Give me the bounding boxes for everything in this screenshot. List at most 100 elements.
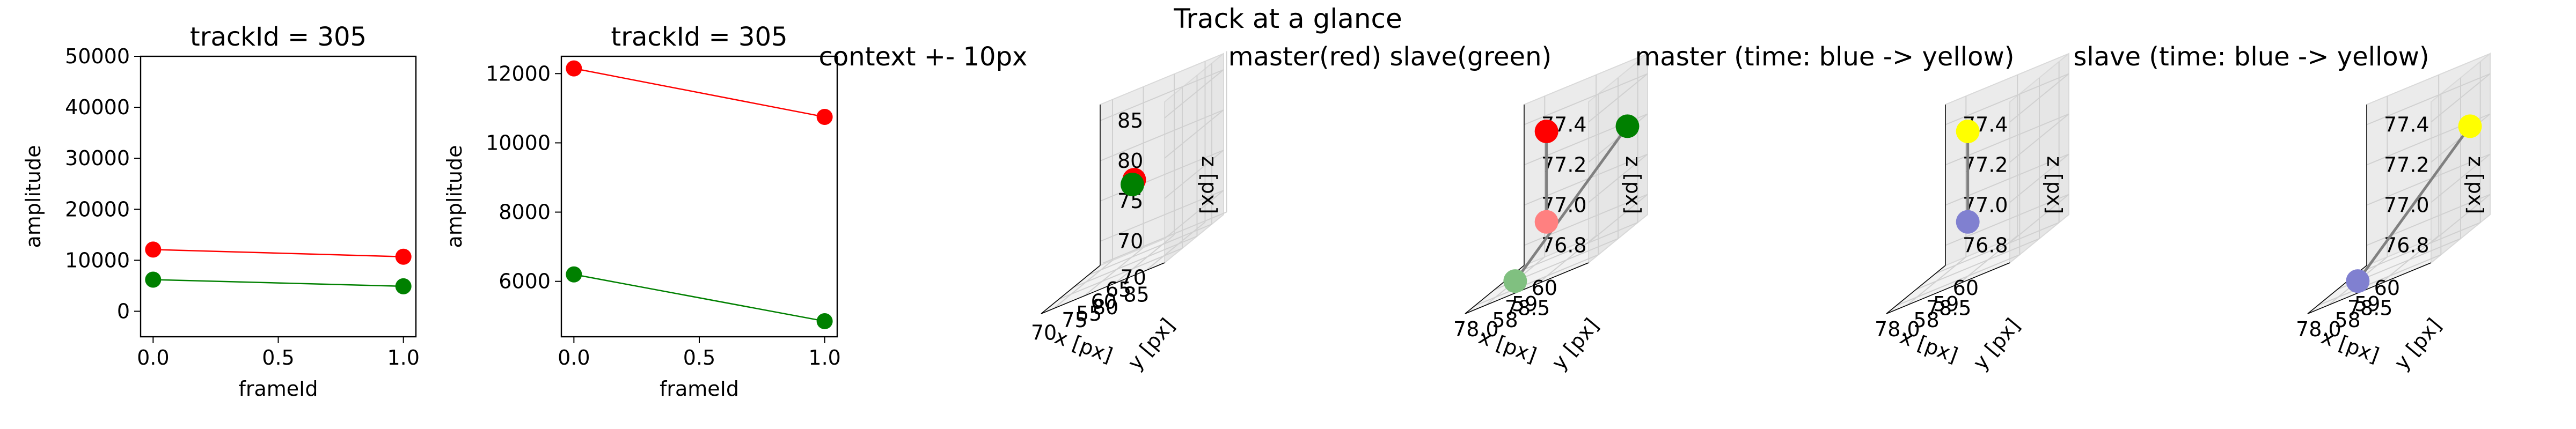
y-tick-label: 30000	[65, 146, 130, 170]
grid-z	[2431, 194, 2491, 243]
grid-z	[2366, 194, 2491, 246]
grid-z	[2009, 73, 2069, 123]
series-line-1	[153, 279, 404, 287]
z-axis-label: z [px]	[2043, 156, 2066, 214]
y-tick-label: 65	[1106, 278, 1131, 301]
y-tick-label: 58	[2334, 308, 2360, 332]
chart-title: master (time: blue -> yellow)	[1635, 42, 2015, 72]
y-tick-label: 60	[1532, 276, 1557, 300]
grid-z	[1164, 69, 1224, 119]
z-tick-label: 76.8	[2384, 234, 2429, 257]
grid-z	[1100, 69, 1224, 121]
grid-z	[1945, 113, 2069, 166]
grid-z	[1524, 153, 1648, 206]
x-axis-label: frameId	[238, 377, 318, 401]
grid-x	[1053, 260, 1113, 309]
data-point-0	[2346, 269, 2370, 293]
grid-z	[1588, 73, 1648, 123]
y-tick-label: 59	[2354, 292, 2380, 316]
data-point-1-1	[395, 278, 412, 294]
grid-z	[1164, 109, 1224, 159]
y-tick-label: 6000	[499, 270, 551, 293]
z-axis-label: z [px]	[2464, 156, 2487, 214]
x-tick-label: 78.5	[2347, 297, 2393, 320]
x-tick-label: 78.5	[1505, 297, 1550, 320]
figure-title: Track at a glance	[1173, 3, 1402, 34]
grid-z	[1945, 153, 2069, 206]
y-axis-label: y [px]	[1123, 314, 1180, 374]
z-tick-label: 76.8	[1963, 234, 2008, 257]
y-tick-label: 70	[1121, 266, 1146, 290]
y-tick-label: 59	[1512, 292, 1538, 316]
grid-y	[1058, 248, 1183, 300]
data-point-0-1	[395, 248, 412, 265]
series-line-0	[574, 68, 825, 118]
z-tick-label: 77.2	[1541, 153, 1587, 177]
z-tick-label: 85	[1117, 109, 1143, 132]
grid-x	[1145, 221, 1206, 271]
z-tick-label: 77.2	[1963, 153, 2008, 177]
x-tick-label: 0.5	[683, 346, 715, 369]
y-tick-label: 12000	[486, 62, 551, 85]
y-tick-label: 0	[117, 299, 130, 323]
x-tick-label: 78.0	[1875, 317, 1920, 341]
y-tick-label: 10000	[65, 248, 130, 272]
chart-title: master(red) slave(green)	[1228, 42, 1552, 72]
x-tick-label: 80	[1093, 295, 1118, 319]
plot-frame-1	[560, 55, 838, 338]
grid-z	[1100, 150, 1224, 202]
z-tick-label: 76.8	[1541, 234, 1587, 257]
chart-title: trackId = 305	[611, 22, 787, 52]
x-tick-label: 75	[1062, 308, 1087, 332]
grid-y	[1474, 254, 1599, 306]
data-point-0	[1534, 120, 1558, 143]
chart-title: context +- 10px	[819, 42, 1028, 72]
y-tick-label: 58	[1913, 308, 1939, 332]
series-line-1	[574, 273, 825, 322]
grid-z	[1524, 73, 1648, 125]
y-axis-label: y [px]	[1968, 314, 2025, 374]
grid-z	[1945, 73, 2069, 125]
grid-z	[2431, 153, 2491, 203]
grid-x	[1115, 234, 1175, 284]
data-point-1-0	[566, 266, 582, 283]
grid-z	[2009, 194, 2069, 243]
data-point-1-1	[816, 313, 833, 329]
grid-y	[1514, 222, 1638, 274]
x-axis-line	[1465, 262, 1589, 314]
grid-y	[1073, 235, 1197, 288]
x-axis-line	[1886, 262, 2010, 314]
x-tick-label: 85	[1123, 283, 1149, 306]
track-line-1	[1514, 125, 1629, 282]
grid-z	[2431, 73, 2491, 123]
grid-z	[1588, 153, 1648, 203]
data-point-0-1	[816, 108, 833, 125]
y-axis-label: amplitude	[443, 145, 466, 248]
y-axis-label: amplitude	[21, 145, 45, 248]
grid-y	[2317, 254, 2441, 306]
y-tick-label: 60	[1091, 290, 1117, 314]
grid-z	[1100, 109, 1224, 161]
x-tick-label: 70	[1031, 321, 1057, 345]
grid-y	[1915, 238, 2040, 290]
grid-y	[1103, 211, 1227, 264]
y-axis-label: y [px]	[2390, 314, 2446, 374]
data-point-1	[1534, 210, 1558, 234]
data-point-0-0	[566, 60, 582, 77]
z-tick-label: 77.4	[2384, 113, 2429, 137]
series-line-0	[153, 249, 404, 257]
grid-y	[1896, 254, 2020, 306]
y-tick-label: 60	[2374, 276, 2400, 300]
y-tick-label: 8000	[499, 201, 551, 224]
data-point-2	[1503, 269, 1527, 293]
data-point-1	[1121, 173, 1144, 196]
data-point-1-0	[145, 271, 162, 288]
x-axis-line	[1041, 262, 1165, 314]
y-tick-label: 20000	[65, 197, 130, 221]
track-line-0	[2357, 125, 2471, 282]
grid-z	[1164, 190, 1224, 239]
y-axis-label: y [px]	[1547, 314, 1604, 374]
x-axis-line	[2307, 262, 2432, 314]
y-tick-label: 50000	[65, 45, 130, 68]
